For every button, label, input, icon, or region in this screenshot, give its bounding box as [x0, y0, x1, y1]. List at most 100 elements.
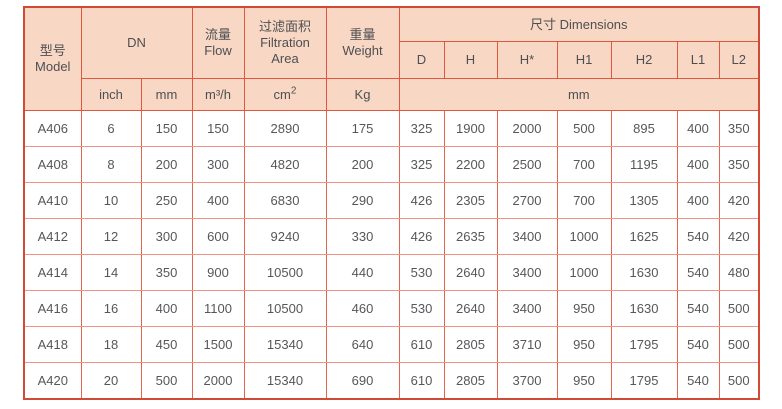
data-cell: 900 [191, 254, 245, 291]
model-cell: A416 [23, 290, 82, 327]
data-cell: 2700 [496, 182, 558, 219]
data-cell: 2500 [496, 146, 558, 183]
data-cell: 400 [676, 182, 720, 219]
data-cell: 10500 [243, 254, 327, 291]
unit-header-area: cm2 [243, 78, 327, 111]
col-header-model: 型号 Model [23, 6, 82, 111]
data-cell: 2635 [443, 218, 498, 255]
data-cell: 150 [140, 110, 193, 147]
data-cell: 540 [676, 218, 720, 255]
data-cell: 460 [325, 290, 400, 327]
data-cell: 10500 [243, 290, 327, 327]
data-cell: 290 [325, 182, 400, 219]
col-header-dim-l2: L2 [718, 41, 760, 79]
data-cell: 10 [80, 182, 142, 219]
table-row: A408 8 200 300 4820 200 325 2200 2500 70… [23, 146, 760, 183]
data-cell: 540 [676, 326, 720, 363]
model-cell: A410 [23, 182, 82, 219]
data-cell: 18 [80, 326, 142, 363]
data-cell: 480 [718, 254, 760, 291]
data-cell: 1305 [610, 182, 678, 219]
data-cell: 950 [556, 362, 612, 400]
data-cell: 2640 [443, 254, 498, 291]
col-header-flow-en: Flow [204, 43, 232, 58]
data-cell: 16 [80, 290, 142, 327]
data-cell: 2805 [443, 362, 498, 400]
data-cell: 426 [398, 182, 445, 219]
data-cell: 500 [556, 110, 612, 147]
data-cell: 1100 [191, 290, 245, 327]
col-header-model-en: Model [35, 59, 71, 74]
header-row-units: inch mm m³/h cm2 Kg mm [24, 78, 760, 111]
data-cell: 420 [718, 182, 760, 219]
data-cell: 350 [140, 254, 193, 291]
col-header-filtration-area: 过滤面积 Filtration Area [243, 6, 327, 79]
data-cell: 1500 [191, 326, 245, 363]
data-cell: 1625 [610, 218, 678, 255]
data-cell: 690 [325, 362, 400, 400]
data-cell: 540 [676, 362, 720, 400]
model-cell: A406 [23, 110, 82, 147]
data-cell: 700 [556, 182, 612, 219]
data-cell: 400 [676, 110, 720, 147]
data-cell: 610 [398, 362, 445, 400]
col-header-dim-h: H [443, 41, 498, 79]
unit-area-base: cm [273, 86, 291, 102]
table-row: A412 12 300 600 9240 330 426 2635 3400 1… [23, 218, 760, 255]
table-row: A420 20 500 2000 15340 690 610 2805 3700… [23, 362, 760, 400]
model-cell: A408 [23, 146, 82, 183]
data-cell: 325 [398, 146, 445, 183]
data-cell: 350 [718, 110, 760, 147]
unit-area-superscript: 2 [290, 85, 297, 97]
model-cell: A420 [23, 362, 82, 400]
spec-table: 型号 Model DN 流量 Flow 过滤面积 Filtration Area… [23, 6, 761, 400]
data-cell: 540 [676, 290, 720, 327]
table-row: A410 10 250 400 6830 290 426 2305 2700 7… [23, 182, 760, 219]
unit-header-inch: inch [80, 78, 142, 111]
col-header-flow: 流量 Flow [191, 6, 245, 79]
data-cell: 450 [140, 326, 193, 363]
unit-header-flow: m³/h [191, 78, 245, 111]
data-cell: 2805 [443, 326, 498, 363]
data-cell: 325 [398, 110, 445, 147]
data-cell: 420 [718, 218, 760, 255]
data-cell: 1795 [610, 362, 678, 400]
data-cell: 2200 [443, 146, 498, 183]
table-row: A406 6 150 150 2890 175 325 1900 2000 50… [23, 110, 760, 147]
data-cell: 2000 [191, 362, 245, 400]
col-header-dimensions: 尺寸 Dimensions [398, 6, 760, 42]
data-cell: 500 [140, 362, 193, 400]
data-cell: 610 [398, 326, 445, 363]
data-cell: 400 [676, 146, 720, 183]
col-header-weight: 重量 Weight [325, 6, 400, 79]
data-cell: 3700 [496, 362, 558, 400]
data-cell: 500 [718, 290, 760, 327]
data-cell: 150 [191, 110, 245, 147]
col-header-weight-zh: 重量 [349, 27, 376, 42]
data-cell: 640 [325, 326, 400, 363]
data-cell: 700 [556, 146, 612, 183]
data-cell: 400 [191, 182, 245, 219]
data-cell: 540 [676, 254, 720, 291]
header-row-top: 型号 Model DN 流量 Flow 过滤面积 Filtration Area… [23, 6, 760, 111]
data-cell: 200 [325, 146, 400, 183]
col-header-weight-en: Weight [342, 43, 383, 58]
data-cell: 15340 [243, 326, 327, 363]
data-cell: 1795 [610, 326, 678, 363]
data-cell: 950 [556, 326, 612, 363]
data-cell: 250 [140, 182, 193, 219]
data-cell: 1195 [610, 146, 678, 183]
model-cell: A414 [23, 254, 82, 291]
data-cell: 895 [610, 110, 678, 147]
data-cell: 14 [80, 254, 142, 291]
data-cell: 9240 [243, 218, 327, 255]
data-cell: 600 [191, 218, 245, 255]
data-cell: 440 [325, 254, 400, 291]
table-row: A414 14 350 900 10500 440 530 2640 3400 … [23, 254, 760, 291]
header-row-dimension-cols: D H H* H1 H2 L1 L2 [24, 41, 760, 79]
unit-header-weight: Kg [325, 78, 400, 111]
col-header-filtration-zh: 过滤面积 [258, 19, 311, 34]
data-cell: 2890 [243, 110, 327, 147]
data-cell: 1900 [443, 110, 498, 147]
